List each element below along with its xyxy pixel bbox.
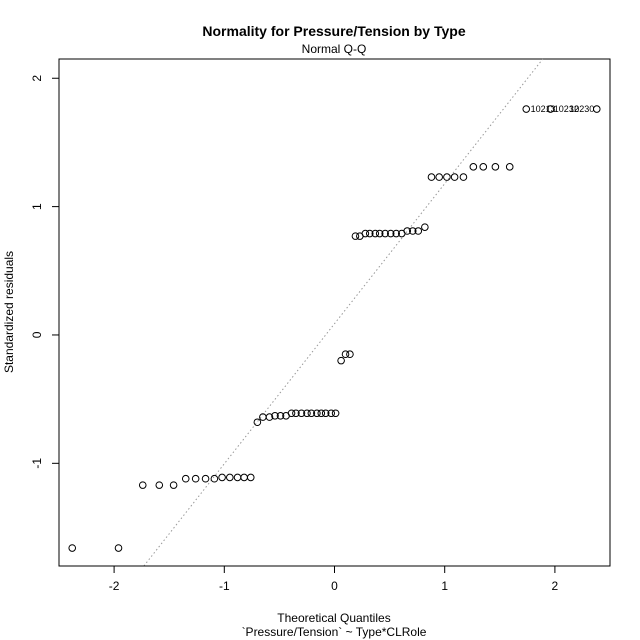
- x-tick-label: 2: [552, 579, 559, 593]
- data-point: [469, 163, 478, 171]
- plot-frame: [58, 58, 611, 567]
- data-point: [331, 409, 340, 418]
- data-point: [297, 409, 306, 418]
- data-point: [459, 173, 468, 181]
- x-tick-label: -1: [219, 579, 230, 593]
- data-point: [408, 227, 417, 235]
- data-point: [201, 474, 210, 483]
- data-point: [307, 409, 316, 418]
- data-point: [403, 227, 412, 235]
- data-point: [371, 229, 380, 238]
- data-point: [443, 173, 451, 181]
- y-axis-label: Standardized residuals: [2, 251, 16, 373]
- data-point: [181, 474, 190, 483]
- data-point: [276, 412, 285, 420]
- point-label: 10232: [554, 104, 579, 114]
- data-point: [246, 473, 255, 482]
- data-point: [287, 409, 296, 418]
- data-point: [365, 229, 374, 238]
- y-tick-label: -1: [30, 458, 44, 469]
- point-label: 10213: [531, 104, 556, 114]
- data-point: [138, 481, 147, 489]
- x-axis-label: Theoretical Quantiles: [277, 611, 390, 625]
- data-point: [68, 544, 77, 552]
- data-point: [303, 409, 311, 418]
- data-point: [505, 163, 514, 171]
- x-tick-label: 0: [331, 579, 338, 593]
- data-point: [218, 473, 226, 482]
- point-label: 10230: [569, 104, 594, 114]
- y-tick-label: 1: [30, 203, 44, 210]
- data-point: [240, 473, 248, 482]
- data-point: [337, 356, 345, 365]
- data-point: [375, 229, 384, 238]
- data-point: [479, 163, 488, 171]
- data-point: [169, 481, 178, 489]
- data-point: [450, 173, 459, 181]
- data-point: [233, 473, 242, 482]
- data-point: [361, 229, 370, 238]
- data-point: [341, 350, 350, 359]
- chart-subtitle: Normal Q-Q: [302, 42, 367, 56]
- data-point: [226, 473, 234, 482]
- data-point: [491, 163, 500, 171]
- data-point: [381, 229, 389, 238]
- data-point: [265, 413, 274, 421]
- chart-title: Normality for Pressure/Tension by Type: [202, 23, 465, 39]
- y-tick-label: 0: [30, 331, 44, 338]
- data-point: [546, 105, 555, 113]
- data-point: [414, 227, 423, 235]
- data-point: [271, 412, 279, 420]
- data-point: [191, 474, 200, 483]
- data-point: [253, 418, 262, 427]
- data-point: [435, 173, 443, 181]
- x-tick-label: 1: [441, 579, 448, 593]
- data-point: [321, 409, 330, 418]
- data-point: [392, 229, 401, 238]
- y-axis: -1 0 1 2: [30, 75, 60, 469]
- data-point: [317, 409, 326, 418]
- data-point: [421, 223, 429, 231]
- reference-line: [143, 58, 544, 567]
- data-point: [292, 409, 300, 418]
- data-point: [427, 173, 436, 181]
- x-axis: -2 -1 0 1 2: [109, 565, 559, 593]
- data-point: [346, 350, 354, 359]
- data-point: [592, 105, 601, 113]
- data-point: [351, 232, 360, 240]
- data-point: [522, 105, 531, 113]
- y-tick-label: 2: [30, 75, 44, 82]
- data-point: [313, 409, 321, 418]
- data-point: [114, 544, 123, 552]
- data-point: [386, 229, 395, 238]
- x-axis-sublabel: `Pressure/Tension` ~ Type*CLRole: [242, 625, 427, 639]
- data-point: [155, 481, 164, 489]
- x-tick-label: -2: [109, 579, 120, 593]
- data-point: [210, 474, 219, 483]
- data-point: [327, 409, 335, 418]
- points-layer: [68, 105, 601, 552]
